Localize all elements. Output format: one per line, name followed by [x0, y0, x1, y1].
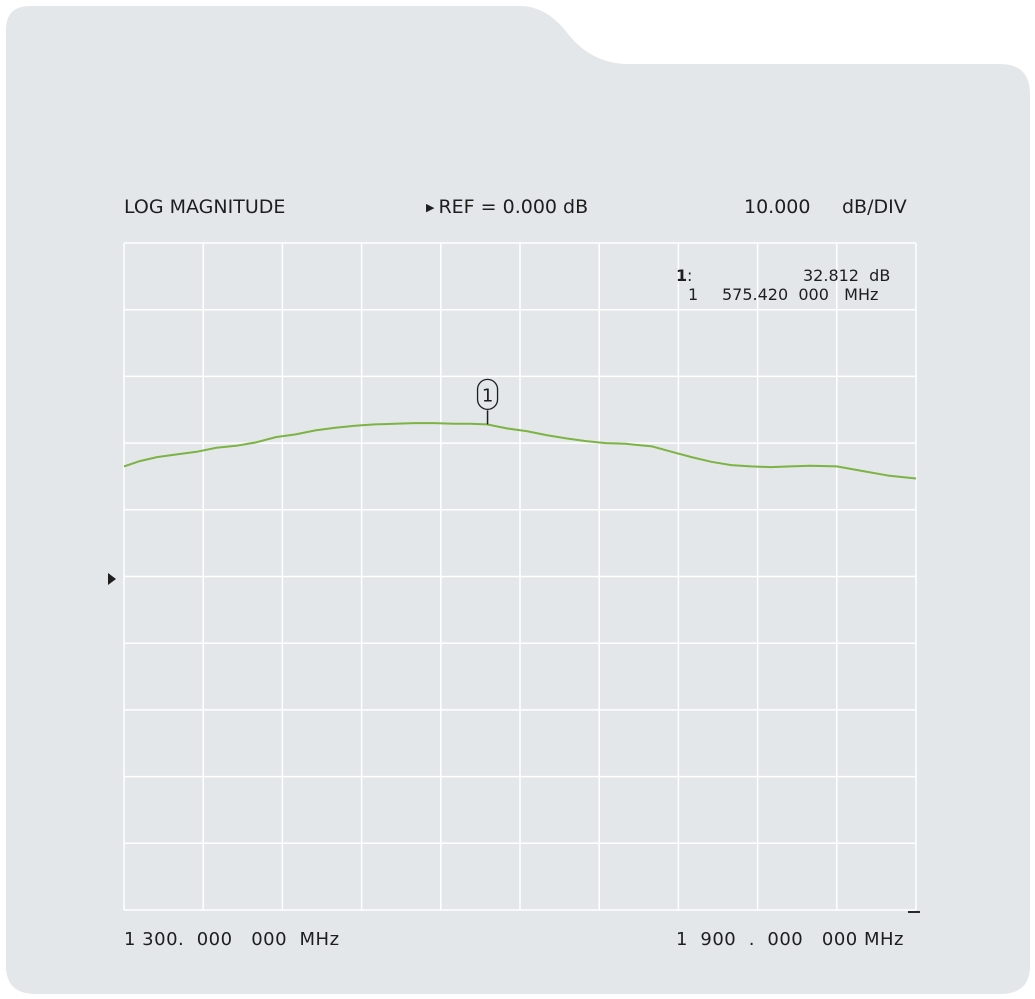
marker-readout-separator: :	[687, 266, 693, 285]
marker-readout-value: 32.812 dB	[803, 266, 891, 285]
reference-readout: ▶ REF = 0.000 dB	[426, 196, 588, 218]
marker-readout-frequency: 575.420 000 MHz	[722, 285, 879, 304]
marker-1: 1	[476, 378, 499, 425]
scale-value: 10.000	[744, 196, 811, 218]
panel-background	[6, 6, 1030, 994]
format-label: LOG MAGNITUDE	[124, 196, 286, 218]
marker-badge	[476, 378, 499, 410]
marker-readout-freq-prefix: 1	[688, 285, 699, 304]
start-frequency: 1 300. 000 000 MHz	[124, 929, 340, 950]
graticule	[123, 242, 920, 913]
trace-line	[123, 422, 917, 480]
reference-arrow-icon: ▶	[426, 201, 435, 214]
trace-layer	[123, 422, 917, 480]
reference-value: REF = 0.000 dB	[438, 196, 589, 218]
stop-frequency: 1 900 . 000 000 MHz	[676, 929, 904, 950]
marker-readout-number: 1	[676, 266, 688, 285]
marker-badge-label: 1	[482, 385, 493, 406]
scale-unit: dB/DIV	[842, 196, 907, 218]
reference-level-arrow	[108, 573, 116, 585]
